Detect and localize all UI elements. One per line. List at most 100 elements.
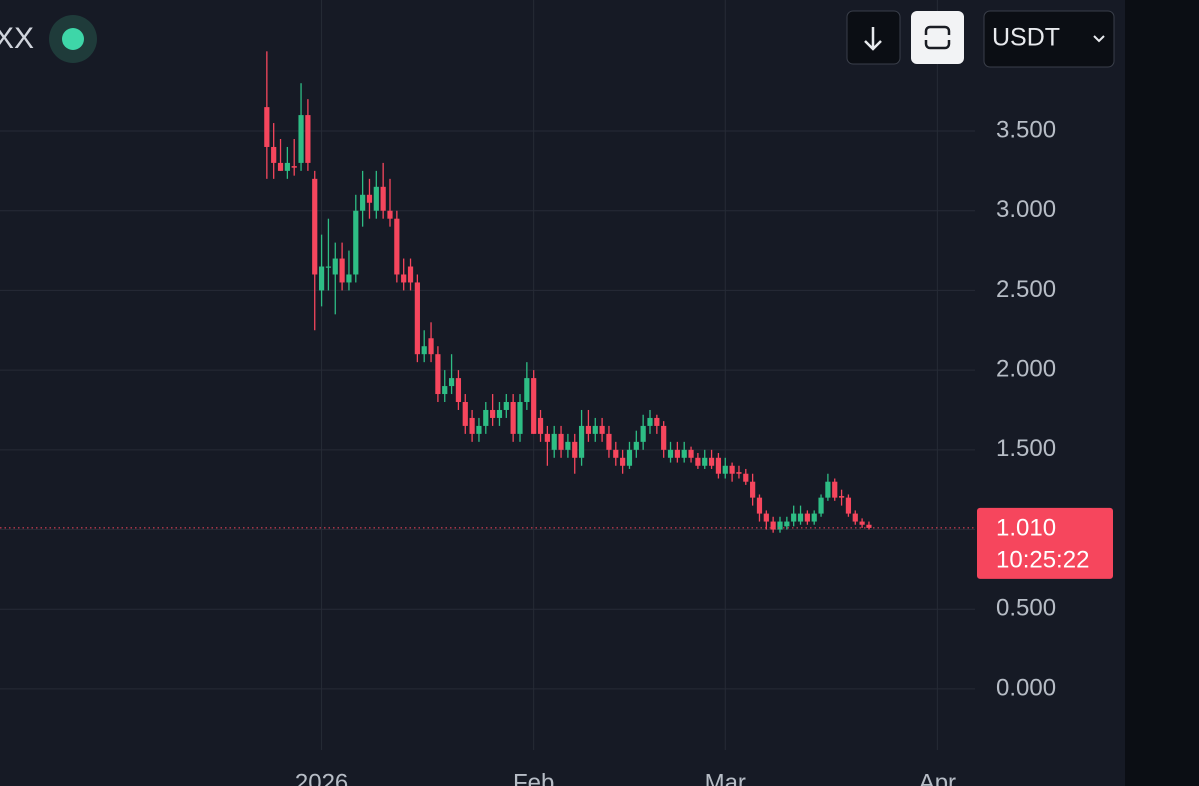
candle-body: [332, 258, 338, 275]
candle-body: [756, 497, 763, 514]
candle-body: [797, 513, 804, 522]
candle-body: [565, 441, 571, 450]
candle-body: [620, 457, 626, 466]
candle-body: [264, 107, 270, 147]
candle-body: [708, 457, 715, 466]
candle-body: [496, 409, 503, 418]
candle-body: [448, 378, 455, 387]
candle-body: [318, 266, 325, 291]
candle-body: [750, 481, 756, 498]
candle-body: [818, 497, 824, 514]
candle-body: [435, 354, 441, 395]
candle-body: [859, 521, 865, 525]
y-tick-label: 0.500: [996, 595, 1056, 622]
candle-body: [455, 378, 462, 403]
side-strip: [1125, 0, 1199, 786]
candle-body: [729, 465, 735, 474]
candle-body: [510, 402, 516, 434]
status-dot: [62, 28, 84, 50]
labels: 0.0000.5001.0001.5002.0002.5003.0003.500…: [295, 116, 1113, 786]
select-frame: [983, 10, 1115, 68]
candle-body: [825, 481, 831, 498]
candle-body: [558, 433, 564, 450]
candle-body: [647, 417, 653, 426]
candle-body: [811, 513, 817, 522]
candle-body: [517, 402, 523, 434]
candle-body: [866, 524, 872, 528]
candle-body: [277, 162, 284, 171]
candle-body: [743, 473, 749, 482]
candle-body: [551, 433, 557, 450]
candle-body: [592, 425, 598, 434]
y-tick-label: 1.500: [996, 435, 1056, 462]
candle-body: [346, 274, 352, 283]
candle-body: [373, 186, 379, 211]
currency-select[interactable]: USDT: [983, 10, 1115, 68]
candle-body: [469, 417, 475, 434]
x-tick-label: 2026: [295, 769, 348, 786]
candle-body: [305, 115, 311, 163]
currency-label: USDT: [992, 24, 1060, 52]
candle-body: [380, 186, 386, 211]
chevron: [1093, 35, 1105, 43]
candle-body: [353, 210, 359, 275]
candle-body: [852, 513, 858, 522]
download-button[interactable]: [846, 10, 901, 65]
candle-body: [537, 417, 544, 434]
candle-body: [838, 496, 845, 498]
y-tick-label: 3.500: [996, 116, 1056, 143]
candle-body: [531, 378, 537, 434]
candle-body: [325, 266, 332, 268]
x-tick-label: Apr: [919, 769, 956, 786]
y-tick-label: 0.000: [996, 674, 1056, 701]
candle-body: [715, 457, 722, 474]
candle-body: [544, 433, 550, 442]
candle-body: [845, 497, 852, 514]
candle-body: [462, 402, 468, 426]
candle-body: [681, 449, 687, 458]
last-price-label: 1.010: [996, 514, 1056, 541]
candle-body: [524, 378, 530, 403]
candle-body: [401, 274, 407, 283]
x-tick-label: Mar: [705, 769, 746, 786]
candle-body: [271, 146, 277, 163]
fullscreen-button[interactable]: [911, 11, 964, 64]
candle-body: [585, 425, 592, 434]
candle-body: [442, 386, 448, 395]
candle-body: [572, 441, 578, 458]
candle-body: [312, 178, 318, 275]
candle-body: [804, 513, 810, 522]
y-tick-label: 2.000: [996, 355, 1056, 382]
candle-body: [421, 346, 427, 355]
candle-body: [791, 513, 797, 522]
candle-body: [483, 409, 489, 426]
candle-body: [688, 449, 694, 458]
candle-body: [770, 521, 776, 530]
candle-body: [661, 425, 667, 450]
candle-body: [407, 266, 414, 283]
candle-body: [360, 194, 366, 211]
candle-body: [476, 425, 482, 434]
candle-body: [722, 465, 728, 474]
y-tick-label: 2.500: [996, 276, 1056, 303]
last-price-box: [977, 507, 1113, 579]
candle-body: [702, 457, 708, 466]
arrow-icon: [864, 27, 882, 51]
x-tick-label: Feb: [513, 769, 554, 786]
candle-body: [667, 449, 674, 458]
candle-body: [640, 425, 646, 442]
candle-body: [633, 441, 639, 450]
candle-body: [394, 218, 400, 275]
candle-body: [387, 210, 393, 219]
candle-body: [763, 513, 769, 522]
candle-body: [366, 194, 373, 203]
candles: [0, 51, 975, 533]
candle-body: [626, 449, 633, 466]
y-tick-label: 3.000: [996, 196, 1056, 223]
candle-body: [339, 258, 345, 283]
candle-body: [606, 433, 612, 450]
candle-body: [654, 417, 660, 426]
candle-body: [674, 449, 680, 458]
candle-body: [291, 166, 297, 168]
